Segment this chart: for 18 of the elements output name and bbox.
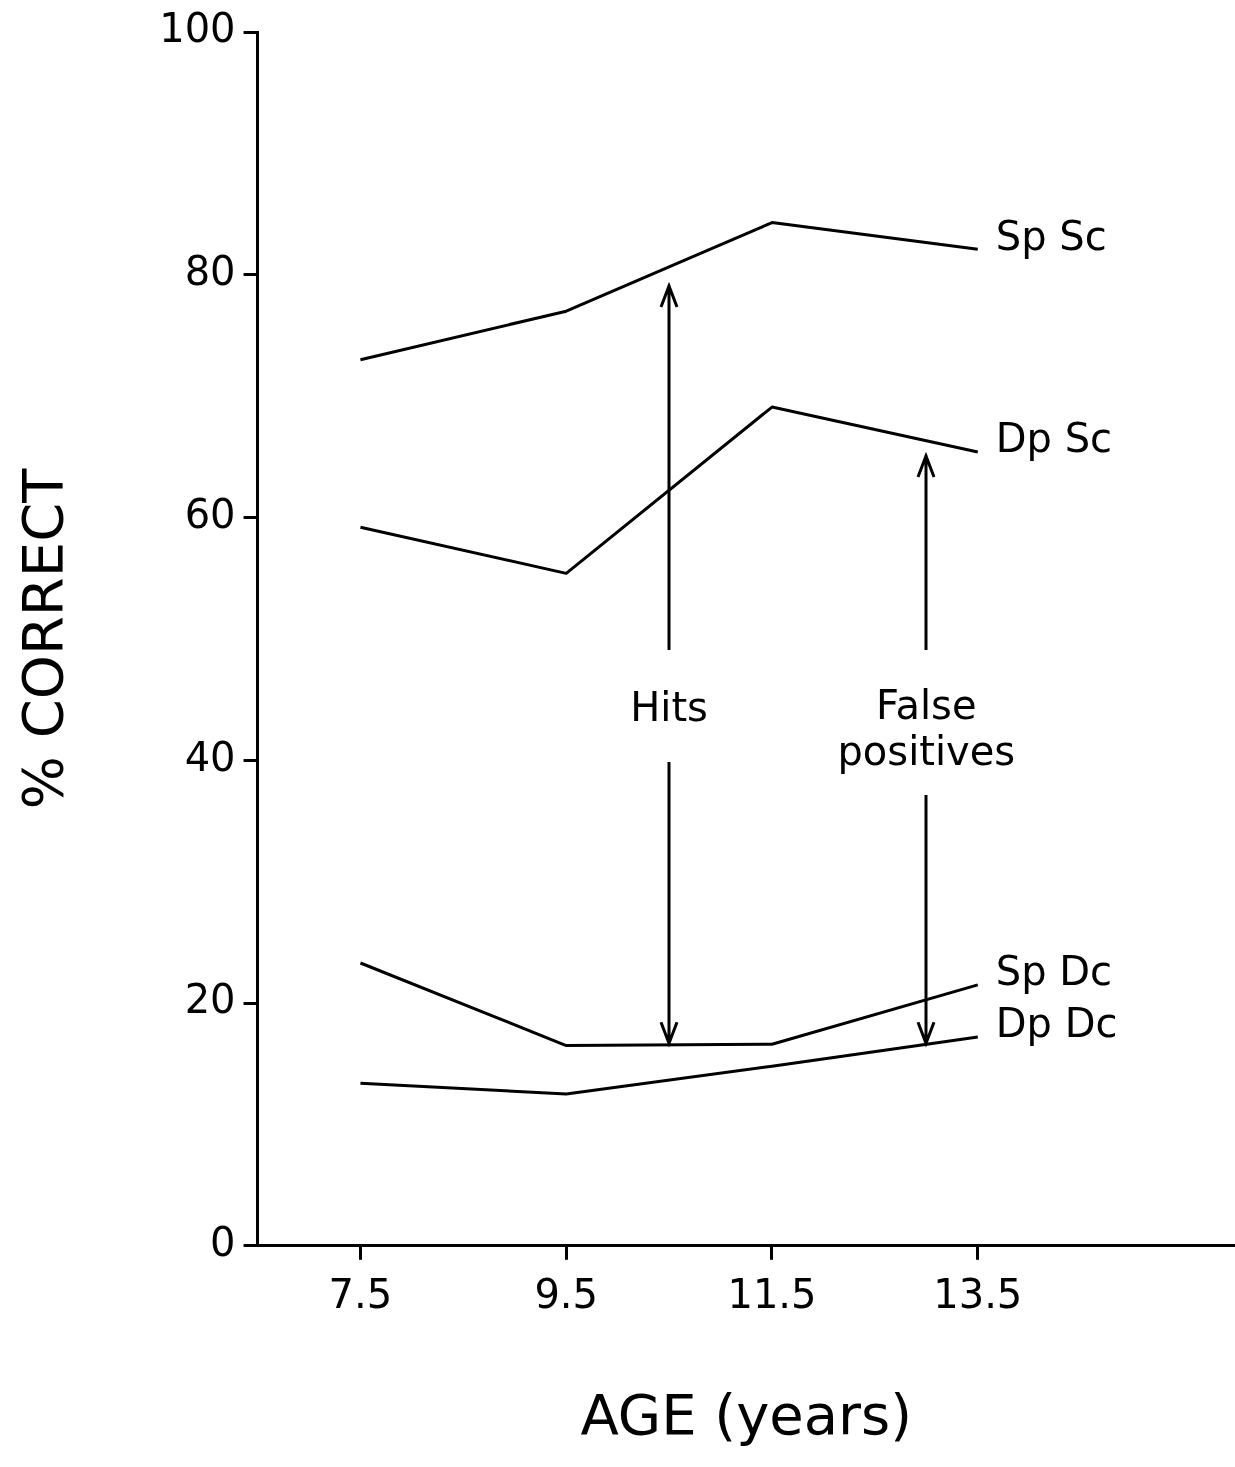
series-label: Sp Dc — [995, 948, 1113, 995]
x-tick-label: 9.5 — [534, 1271, 599, 1318]
x-tick-label: 11.5 — [727, 1271, 817, 1318]
annotation: Hits — [630, 684, 708, 730]
y-tick-label: 20 — [184, 976, 236, 1023]
series-label: Dp Sc — [995, 415, 1113, 462]
x-axis-title: AGE (years) — [580, 1381, 913, 1447]
legend-label: Dp Dc — [995, 1000, 1118, 1047]
x-tick-label: 13.5 — [933, 1271, 1023, 1318]
x-tick-label: 7.5 — [328, 1271, 393, 1318]
y-tick-label: 40 — [184, 733, 236, 780]
y-tick-label: 60 — [184, 490, 236, 537]
annotation: False positives — [837, 682, 1016, 774]
y-tick-label: 80 — [184, 248, 236, 295]
y-tick-label: 0 — [210, 1219, 236, 1266]
y-axis-title: % CORRECT — [10, 467, 76, 810]
y-tick-label: 100 — [159, 5, 236, 52]
series-label: Sp Sc — [995, 212, 1107, 259]
